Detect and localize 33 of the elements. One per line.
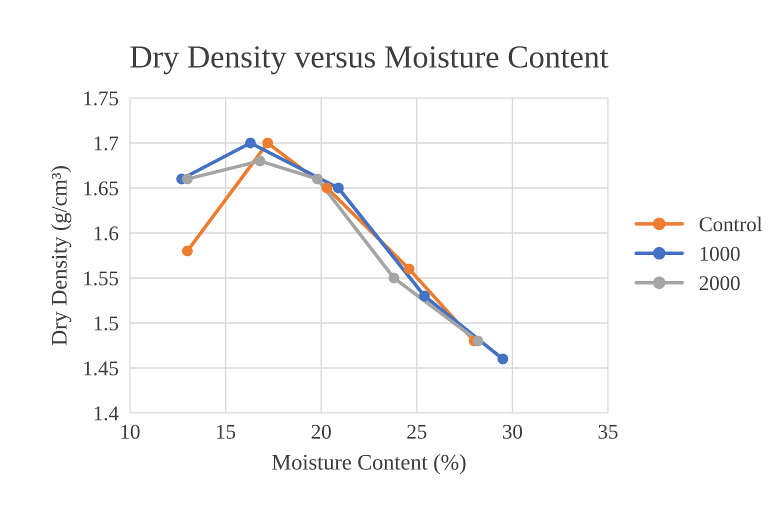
y-axis-title: Dry Density (g/cm³) — [51, 166, 72, 346]
x-tick-label: 25 — [407, 424, 426, 439]
point — [333, 182, 344, 194]
legend-label: 1000 — [700, 246, 740, 261]
x-tick-label: 30 — [502, 424, 522, 439]
point — [254, 156, 266, 166]
x-tick-label: 20 — [312, 424, 331, 439]
point — [262, 138, 274, 148]
chart-title: Dry Density versus Moisture Content — [130, 46, 608, 74]
point — [419, 290, 430, 302]
y-tick-label: 1.45 — [84, 361, 118, 376]
legend-label: 2000 — [700, 276, 740, 290]
y-tick-label: 1.5 — [94, 316, 118, 331]
y-tick-label: 1.6 — [94, 226, 118, 241]
point — [245, 138, 256, 148]
point — [404, 264, 415, 274]
point — [472, 336, 484, 346]
y-tick-label: 1.4 — [94, 406, 119, 421]
y-tick-label: 1.65 — [84, 181, 118, 196]
point — [497, 354, 508, 364]
x-tick-label: 35 — [598, 424, 618, 439]
x-tick-label: 15 — [217, 424, 236, 439]
y-tick-label: 1.55 — [84, 271, 118, 286]
x-tick-label: 10 — [121, 424, 140, 439]
point — [182, 174, 193, 184]
point — [312, 174, 323, 184]
point — [182, 246, 193, 256]
x-axis-title: Moisture Content (%) — [272, 454, 466, 474]
legend-label: Control — [700, 216, 762, 232]
point — [388, 272, 400, 284]
y-tick-label: 1.7 — [94, 136, 118, 151]
y-tick-label: 1.75 — [84, 91, 118, 106]
point — [322, 182, 332, 194]
